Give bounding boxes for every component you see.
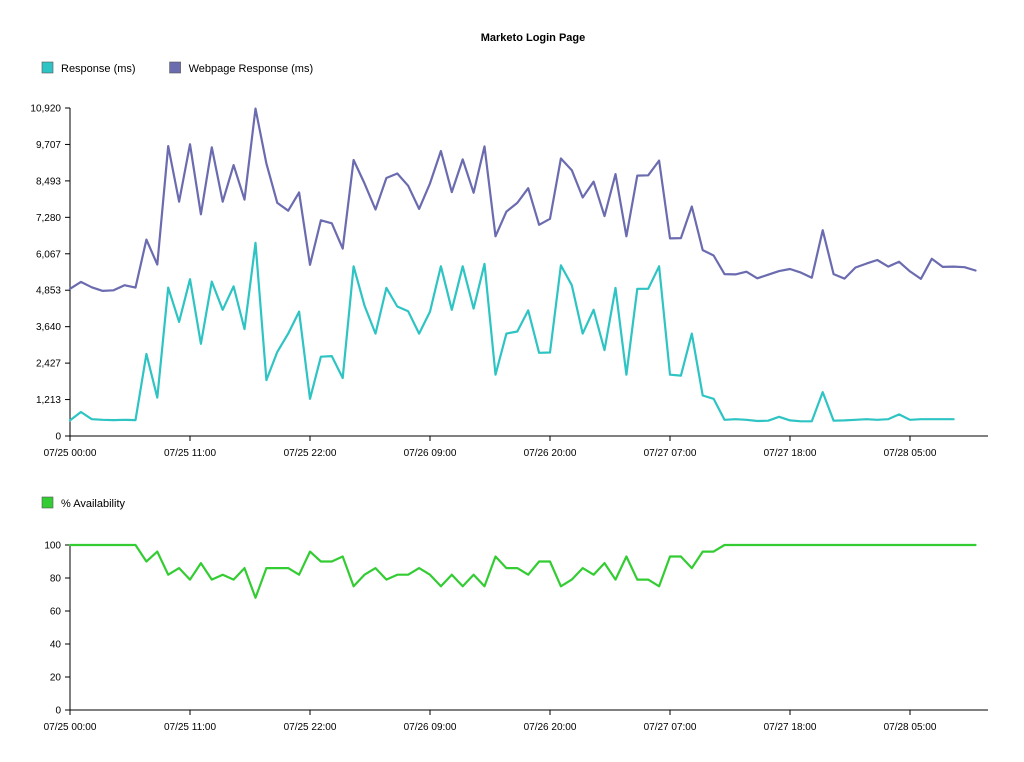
x-tick-label: 07/25 22:00	[284, 722, 337, 733]
y-tick-label: 3,640	[36, 322, 61, 333]
x-tick-label: 07/25 00:00	[44, 722, 97, 733]
legend-label: % Availability	[61, 498, 125, 510]
y-tick-label: 100	[44, 541, 61, 552]
legend-swatch	[41, 496, 54, 509]
series-line-1	[68, 107, 977, 292]
legend-item-1: Webpage Response (ms)	[169, 61, 314, 75]
legend-label: Webpage Response (ms)	[189, 63, 314, 75]
y-tick-label: 80	[50, 574, 62, 585]
x-tick-label: 07/28 05:00	[884, 722, 937, 733]
x-tick-label: 07/26 20:00	[524, 448, 577, 459]
x-tick-label: 07/26 09:00	[404, 722, 457, 733]
x-tick-label: 07/25 11:00	[164, 448, 217, 459]
y-tick-label: 2,427	[36, 359, 61, 370]
x-tick-label: 07/25 00:00	[44, 448, 97, 459]
legend-item-0: Response (ms)	[41, 61, 136, 75]
y-tick-label: 6,067	[36, 249, 61, 260]
response-chart: 0 1,213 2,427 3,640 4,853 6,067 7,280 8,493 9,70…	[30, 104, 988, 459]
chart-title: Marketo Login Page	[481, 32, 586, 44]
availability-chart: 0 20 40 60 80 100 07/25 00:00 07/25 11:00 07/25 …	[44, 541, 988, 733]
x-tick-label: 07/25 22:00	[284, 448, 337, 459]
series-line-0	[68, 543, 977, 599]
x-tick-label: 07/25 11:00	[164, 722, 217, 733]
x-tick-label: 07/27 07:00	[644, 722, 697, 733]
legend-label: Response (ms)	[61, 63, 136, 75]
y-tick-label: 60	[50, 607, 62, 618]
legend-swatch	[169, 61, 181, 74]
availability-legend: % Availability	[41, 496, 125, 510]
legend-item-0: % Availability	[41, 496, 125, 510]
y-tick-label: 1,213	[36, 395, 61, 406]
x-tick-label: 07/27 18:00	[764, 722, 817, 733]
y-tick-label: 10,920	[30, 104, 61, 115]
x-tick-label: 07/27 07:00	[644, 448, 697, 459]
x-tick-label: 07/28 05:00	[884, 448, 937, 459]
y-tick-label: 7,280	[36, 213, 61, 224]
x-tick-label: 07/26 20:00	[524, 722, 577, 733]
y-tick-label: 8,493	[36, 176, 61, 187]
x-tick-label: 07/26 09:00	[404, 448, 457, 459]
y-tick-label: 0	[55, 432, 61, 443]
series-line-0	[68, 241, 955, 423]
y-tick-label: 9,707	[36, 140, 61, 151]
response-legend: Response (ms) Webpage Response (ms)	[41, 61, 314, 75]
y-tick-label: 40	[50, 640, 62, 651]
y-tick-label: 0	[55, 706, 61, 717]
y-tick-label: 4,853	[36, 286, 61, 297]
y-tick-label: 20	[50, 673, 62, 684]
x-tick-label: 07/27 18:00	[764, 448, 817, 459]
legend-swatch	[41, 61, 54, 74]
